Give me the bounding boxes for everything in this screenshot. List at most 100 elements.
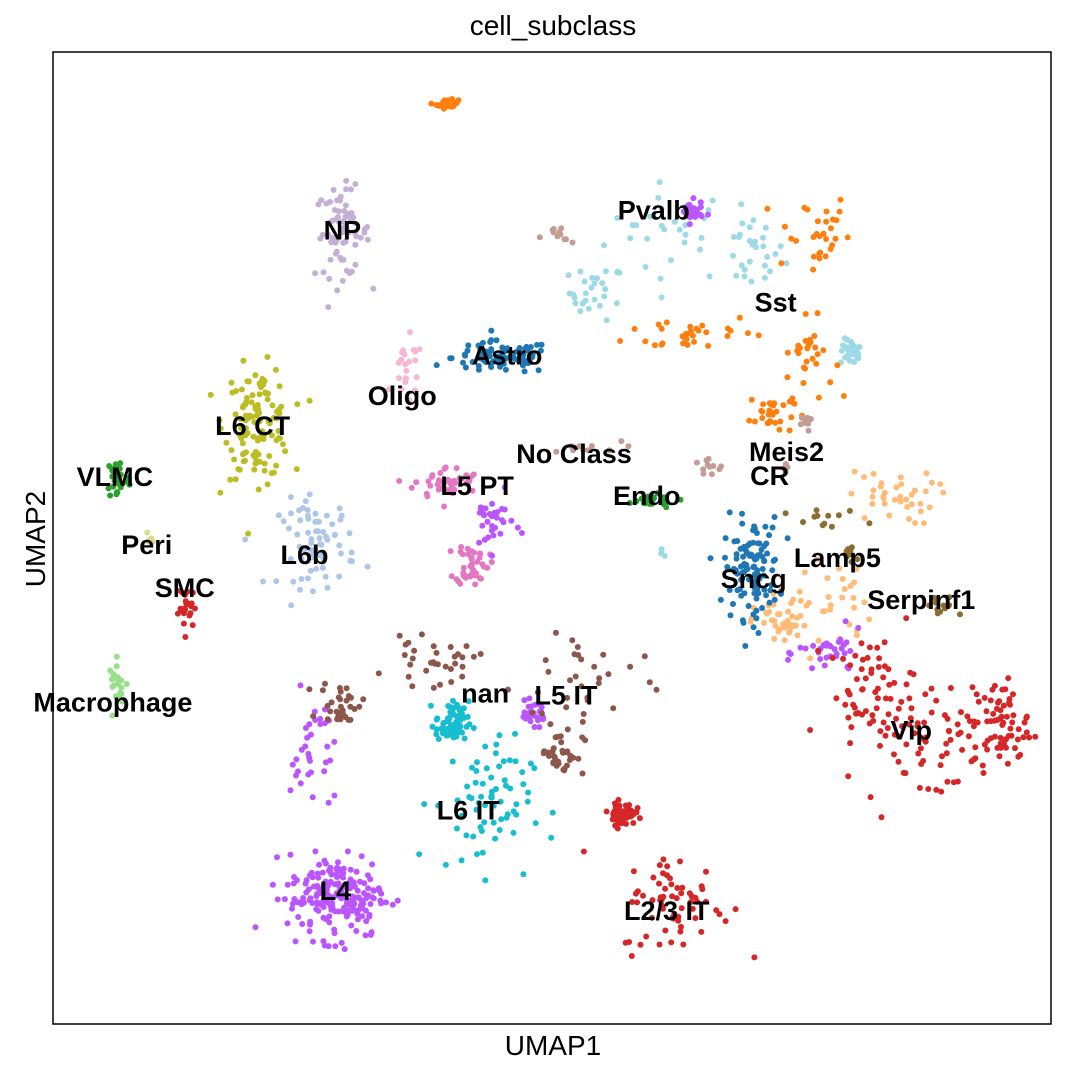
data-point bbox=[446, 102, 453, 108]
data-point bbox=[470, 725, 477, 731]
data-point bbox=[855, 355, 862, 362]
data-point bbox=[705, 342, 712, 349]
data-point bbox=[408, 484, 415, 491]
data-point bbox=[898, 481, 905, 488]
data-point bbox=[389, 901, 396, 908]
data-point bbox=[750, 217, 757, 224]
data-point bbox=[394, 897, 401, 904]
data-point bbox=[997, 740, 1004, 747]
data-point bbox=[684, 341, 691, 348]
data-point bbox=[328, 239, 335, 246]
data-point bbox=[969, 684, 976, 691]
data-point bbox=[567, 677, 573, 684]
data-point bbox=[475, 342, 482, 349]
data-point bbox=[868, 670, 875, 676]
data-point bbox=[769, 524, 776, 531]
data-point bbox=[601, 293, 608, 300]
data-point bbox=[383, 899, 389, 906]
data-point bbox=[254, 435, 261, 442]
data-point bbox=[937, 481, 944, 488]
data-point bbox=[781, 624, 788, 631]
data-point bbox=[748, 396, 755, 403]
data-point bbox=[479, 522, 486, 529]
data-point bbox=[451, 712, 458, 718]
data-point bbox=[946, 594, 953, 601]
data-point bbox=[828, 523, 835, 530]
data-point bbox=[442, 861, 449, 868]
data-point bbox=[455, 704, 462, 711]
data-point bbox=[457, 580, 464, 587]
data-point bbox=[325, 231, 331, 238]
data-point bbox=[496, 763, 503, 770]
data-point bbox=[809, 665, 816, 672]
data-point bbox=[508, 517, 515, 524]
cluster-label: nan bbox=[461, 678, 509, 708]
cluster-label: VLMC bbox=[77, 462, 154, 492]
data-point bbox=[996, 753, 1003, 760]
data-point bbox=[315, 907, 322, 914]
data-point bbox=[658, 222, 665, 229]
data-point bbox=[334, 874, 340, 880]
data-point bbox=[287, 494, 294, 500]
data-point bbox=[182, 634, 189, 640]
data-point bbox=[264, 354, 271, 360]
data-point bbox=[433, 362, 440, 369]
data-point bbox=[550, 760, 557, 767]
data-point bbox=[490, 802, 497, 809]
data-point bbox=[762, 224, 769, 231]
data-point bbox=[406, 397, 413, 404]
data-point bbox=[501, 506, 508, 513]
data-point bbox=[207, 391, 214, 398]
cluster-lamp5 bbox=[747, 468, 947, 662]
data-point bbox=[821, 520, 828, 527]
data-point bbox=[448, 679, 455, 685]
data-point bbox=[331, 930, 338, 937]
data-point bbox=[655, 321, 662, 328]
data-point bbox=[846, 621, 853, 628]
data-point bbox=[697, 246, 704, 253]
data-point bbox=[840, 342, 846, 349]
data-point bbox=[769, 567, 776, 574]
data-point bbox=[512, 730, 518, 737]
data-point bbox=[428, 473, 435, 480]
data-point bbox=[733, 551, 740, 558]
data-point bbox=[268, 470, 275, 477]
data-point bbox=[816, 233, 823, 240]
data-point bbox=[660, 494, 667, 501]
data-point bbox=[990, 710, 997, 717]
data-point bbox=[634, 805, 641, 811]
data-point bbox=[838, 347, 845, 354]
data-point bbox=[845, 689, 852, 696]
data-point bbox=[395, 359, 402, 366]
data-point bbox=[336, 542, 343, 549]
cluster-label: Pvalb bbox=[618, 195, 690, 225]
data-point bbox=[302, 498, 309, 505]
data-point bbox=[602, 286, 609, 293]
data-point bbox=[897, 498, 904, 505]
data-point bbox=[658, 325, 665, 332]
data-point bbox=[174, 610, 181, 617]
data-point bbox=[405, 673, 412, 680]
data-point bbox=[840, 393, 847, 399]
cluster-label: Sncg bbox=[721, 564, 787, 594]
data-point bbox=[339, 229, 346, 236]
data-point bbox=[629, 899, 636, 905]
data-point bbox=[782, 510, 789, 517]
data-point bbox=[603, 808, 610, 815]
data-point bbox=[276, 435, 283, 442]
data-point bbox=[295, 914, 302, 920]
data-point bbox=[272, 366, 279, 373]
data-point bbox=[549, 748, 556, 755]
data-point bbox=[759, 408, 766, 415]
data-point bbox=[802, 645, 809, 652]
data-point bbox=[792, 622, 799, 629]
data-point bbox=[1007, 725, 1014, 732]
data-point bbox=[733, 272, 740, 279]
data-point bbox=[336, 685, 343, 691]
data-point bbox=[177, 605, 184, 612]
data-point bbox=[937, 608, 944, 615]
data-point bbox=[577, 268, 584, 275]
data-point bbox=[370, 887, 377, 894]
data-point bbox=[354, 916, 361, 923]
cluster-l4 bbox=[252, 848, 396, 953]
